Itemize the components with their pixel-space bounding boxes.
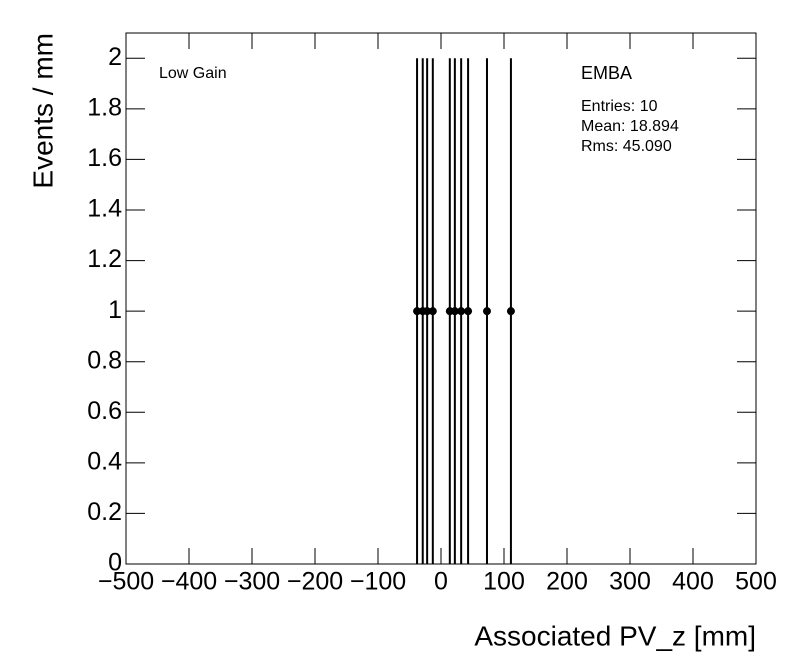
x-tick-label: −500 — [98, 568, 154, 596]
y-tick-label: 1.6 — [87, 144, 122, 172]
x-tick-label: 400 — [672, 568, 714, 596]
y-tick-label: 2 — [108, 43, 122, 71]
y-tick-label: 1.2 — [87, 245, 122, 273]
annotation: Mean: 18.894 — [581, 118, 679, 135]
y-tick-label: 0.2 — [87, 498, 122, 526]
y-tick-label: 0.6 — [87, 397, 122, 425]
y-tick-label: 0.8 — [87, 346, 122, 374]
x-tick-label: 500 — [735, 568, 777, 596]
x-tick-label: 200 — [546, 568, 588, 596]
annotation: EMBA — [581, 63, 632, 83]
data-point — [450, 307, 459, 316]
x-tick-label: 0 — [434, 568, 448, 596]
x-tick-label: 300 — [609, 568, 651, 596]
x-tick-label: −300 — [224, 568, 280, 596]
data-point — [413, 307, 422, 316]
annotation: Rms: 45.090 — [581, 138, 672, 155]
y-axis-label: Events / mm — [27, 33, 58, 189]
data-point — [457, 307, 466, 316]
y-tick-label: 0.4 — [87, 447, 122, 475]
annotation: Low Gain — [159, 65, 227, 82]
x-tick-label: −200 — [287, 568, 343, 596]
x-tick-label: −100 — [350, 568, 406, 596]
y-tick-label: 1.4 — [87, 195, 122, 223]
data-point — [464, 307, 473, 316]
data-point — [423, 307, 432, 316]
data-point — [428, 307, 437, 316]
y-tick-label: 1.8 — [87, 93, 122, 121]
y-tick-label: 1 — [108, 296, 122, 324]
data-point — [482, 307, 491, 316]
x-tick-label: 100 — [483, 568, 525, 596]
x-tick-label: −400 — [161, 568, 217, 596]
y-tick-label: 0 — [108, 549, 122, 577]
annotation: Entries: 10 — [581, 98, 658, 115]
data-point — [506, 307, 515, 316]
frame — [125, 32, 757, 565]
x-axis-label: Associated PV_z [mm] — [474, 620, 756, 651]
